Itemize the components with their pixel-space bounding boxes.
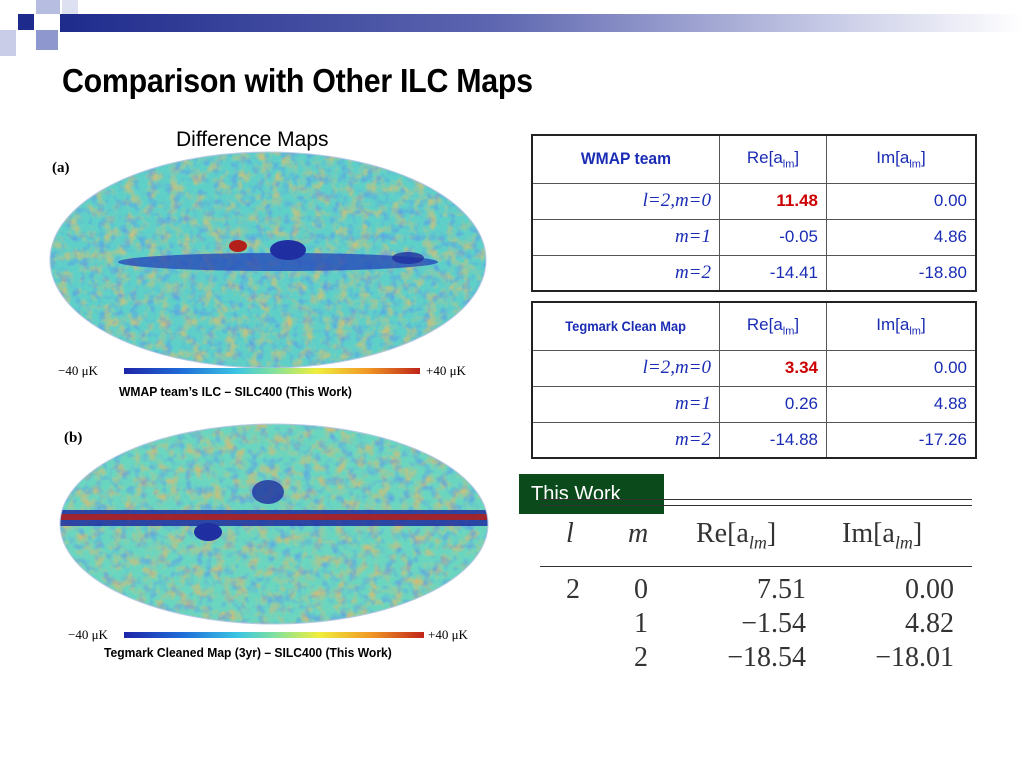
colorbar-a (124, 368, 420, 374)
re-value: -14.88 (719, 421, 827, 459)
re-value: -14.41 (719, 254, 827, 292)
re-value: 11.48 (719, 182, 827, 220)
table-header-name: Tegmark Clean Map (531, 301, 720, 351)
scale-max-label-a: +40 μK (426, 363, 466, 378)
panel-letter-b: (b) (64, 430, 83, 446)
col-header-re: Re[alm] (696, 518, 777, 553)
top-rule (540, 499, 972, 500)
table-row: m=2 -14.88 -17.26 (531, 421, 977, 459)
im-value: 4.82 (905, 608, 954, 639)
top-rule (540, 505, 972, 506)
im-value: 0.00 (826, 349, 977, 387)
corner-square-light (36, 0, 60, 14)
im-value: 0.00 (905, 574, 954, 605)
table-header-re: Re[alm] (719, 134, 827, 184)
header-rule (540, 566, 972, 567)
table-row: l=2,m=0 3.34 0.00 (531, 349, 977, 387)
row-label: m=1 (531, 385, 720, 423)
table-row: m=1 -0.05 4.86 (531, 218, 977, 256)
corner-square-light (0, 30, 16, 56)
table-header-name: WMAP team (531, 134, 720, 184)
header-gradient-bar (60, 14, 1024, 32)
this-work-badge: This Work (519, 474, 664, 514)
table-header-re: Re[alm] (719, 301, 827, 351)
table-row: m=1 0.26 4.88 (531, 385, 977, 423)
slide-title: Comparison with Other ILC Maps (62, 62, 533, 99)
re-value: −1.54 (741, 608, 806, 639)
wmap-team-table: WMAP team Re[alm] Im[alm] l=2,m=0 11.48 … (531, 134, 977, 292)
m-value: 0 (634, 574, 648, 605)
re-value: 3.34 (719, 349, 827, 387)
m-value: 2 (634, 642, 648, 673)
row-label: l=2,m=0 (531, 349, 720, 387)
im-value: -17.26 (826, 421, 977, 459)
im-value: 4.86 (826, 218, 977, 256)
difference-maps-heading: Difference Maps (176, 128, 329, 151)
table-header-im: Im[alm] (826, 301, 977, 351)
im-value: -18.80 (826, 254, 977, 292)
corner-square-navy (18, 14, 34, 30)
row-label: m=2 (531, 254, 720, 292)
map-caption-b: Tegmark Cleaned Map (3yr) – SILC400 (Thi… (104, 645, 392, 660)
l-value: 2 (566, 574, 580, 605)
colorbar-b (124, 632, 424, 638)
re-value: -0.05 (719, 218, 827, 256)
corner-square-pale (62, 0, 78, 14)
row-label: m=1 (531, 218, 720, 256)
panel-letter-a: (a) (52, 160, 70, 176)
map-caption-a: WMAP team’s ILC – SILC400 (This Work) (119, 384, 352, 399)
row-label: m=2 (531, 421, 720, 459)
scale-min-label-b: −40 μK (68, 627, 108, 642)
row-label: l=2,m=0 (531, 182, 720, 220)
col-header-im: Im[alm] (842, 518, 923, 553)
re-value: 0.26 (719, 385, 827, 423)
im-value: 0.00 (826, 182, 977, 220)
tegmark-table: Tegmark Clean Map Re[alm] Im[alm] l=2,m=… (531, 301, 977, 459)
im-value: −18.01 (875, 642, 954, 673)
sky-map-b (59, 423, 489, 625)
scale-max-label-b: +40 μK (428, 627, 468, 642)
re-value: −18.54 (727, 642, 806, 673)
col-header-l: l (566, 518, 574, 549)
col-header-m: m (628, 518, 649, 549)
corner-square-mid (36, 30, 58, 50)
re-value: 7.51 (757, 574, 806, 605)
im-value: 4.88 (826, 385, 977, 423)
scale-min-label-a: −40 μK (58, 363, 98, 378)
m-value: 1 (634, 608, 648, 639)
table-row: m=2 -14.41 -18.80 (531, 254, 977, 292)
table-header-im: Im[alm] (826, 134, 977, 184)
sky-map-a (49, 151, 487, 369)
table-row: l=2,m=0 11.48 0.00 (531, 182, 977, 220)
